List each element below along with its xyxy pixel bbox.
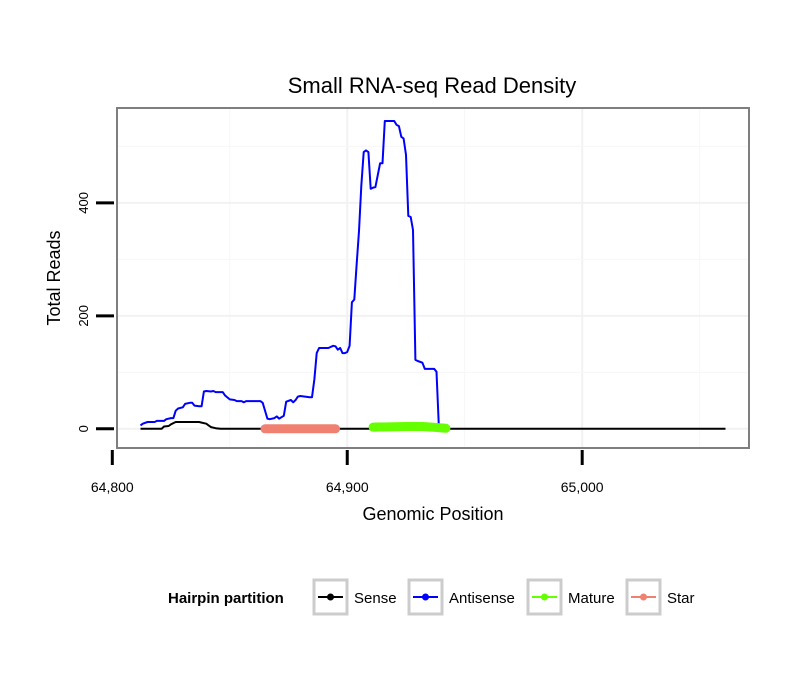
legend-key-point bbox=[640, 593, 647, 601]
y-tick-label: 0 bbox=[76, 425, 91, 432]
legend-item-sense: Sense bbox=[312, 578, 397, 616]
x-axis: 64,800 64,900 65,000 bbox=[91, 450, 604, 495]
legend-key-point bbox=[327, 593, 334, 601]
legend-item-mature: Mature bbox=[526, 578, 615, 616]
legend-key-point bbox=[422, 593, 429, 601]
legend-title: Hairpin partition bbox=[168, 590, 284, 607]
legend-label: Mature bbox=[568, 590, 615, 607]
series-line-antisense bbox=[139, 120, 440, 428]
y-axis-title: Total Reads bbox=[44, 230, 64, 325]
series-layer bbox=[139, 120, 726, 434]
chart-title: Small RNA-seq Read Density bbox=[288, 73, 577, 98]
legend-key-point bbox=[541, 593, 548, 601]
x-tick-label: 65,000 bbox=[561, 479, 604, 495]
legend: Hairpin partition Sense Antisense Mature St… bbox=[168, 578, 695, 616]
x-tick-label: 64,900 bbox=[326, 479, 369, 495]
x-axis-title: Genomic Position bbox=[362, 504, 503, 524]
legend-label: Star bbox=[667, 590, 695, 607]
legend-label: Sense bbox=[354, 590, 397, 607]
x-tick-label: 64,800 bbox=[91, 479, 134, 495]
plot-border bbox=[116, 107, 750, 449]
legend-label: Antisense bbox=[449, 590, 515, 607]
series-line-mature bbox=[368, 422, 451, 433]
y-axis: 0 200 400 bbox=[76, 192, 114, 432]
legend-item-antisense: Antisense bbox=[407, 578, 515, 616]
y-tick-label: 400 bbox=[76, 192, 91, 214]
y-tick-label: 200 bbox=[76, 305, 91, 327]
plot-background bbox=[117, 108, 749, 448]
legend-item-star: Star bbox=[625, 578, 695, 616]
